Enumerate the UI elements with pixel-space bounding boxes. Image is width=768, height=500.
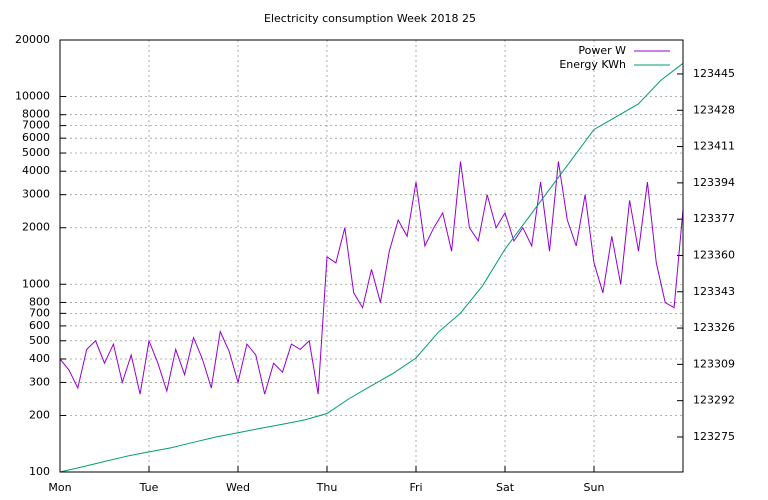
y2-tick-label: 123445 [693, 67, 735, 80]
y-tick-label: 6000 [22, 131, 50, 144]
y-tick-label: 700 [29, 306, 50, 319]
legend-label: Energy KWh [559, 58, 626, 71]
x-tick-label: Sun [584, 481, 605, 494]
x-tick-label: Fri [409, 481, 422, 494]
legend-label: Power W [578, 44, 626, 57]
y-tick-label: 400 [29, 352, 50, 365]
y2-tick-label: 123275 [693, 430, 735, 443]
y-tick-label: 4000 [22, 164, 50, 177]
y-tick-label: 5000 [22, 146, 50, 159]
y-tick-label: 10000 [15, 90, 50, 103]
y2-tick-label: 123360 [693, 248, 735, 261]
y2-tick-label: 123411 [693, 140, 735, 153]
y-tick-label: 800 [29, 295, 50, 308]
x-tick-label: Wed [226, 481, 250, 494]
plot-frame [59, 39, 684, 473]
x-tick-label: Thu [316, 481, 338, 494]
y2-tick-label: 123326 [693, 321, 735, 334]
y2-tick-label: 123428 [693, 103, 735, 116]
y-tick-label: 300 [29, 375, 50, 388]
y-tick-label: 8000 [22, 108, 50, 121]
x-tick-label: Sat [496, 481, 515, 494]
y-tick-label: 200 [29, 408, 50, 421]
y-tick-label: 2000 [22, 221, 50, 234]
y-tick-label: 3000 [22, 188, 50, 201]
series-line [59, 161, 684, 395]
y-tick-label: 20000 [15, 33, 50, 46]
y2-tick-label: 123309 [693, 357, 735, 370]
y2-tick-label: 123292 [693, 394, 735, 407]
y-tick-label: 7000 [22, 119, 50, 132]
chart-title: Electricity consumption Week 2018 25 [264, 12, 476, 25]
y-tick-label: 100 [29, 465, 50, 478]
x-tick-label: Tue [139, 481, 159, 494]
y-tick-label: 600 [29, 319, 50, 332]
y2-tick-label: 123394 [693, 176, 735, 189]
y-tick-label: 1000 [22, 277, 50, 290]
series-line [59, 62, 684, 473]
y2-tick-label: 123377 [693, 212, 735, 225]
y-tick-label: 500 [29, 334, 50, 347]
x-tick-label: Mon [48, 481, 71, 494]
y2-tick-label: 123343 [693, 285, 735, 298]
